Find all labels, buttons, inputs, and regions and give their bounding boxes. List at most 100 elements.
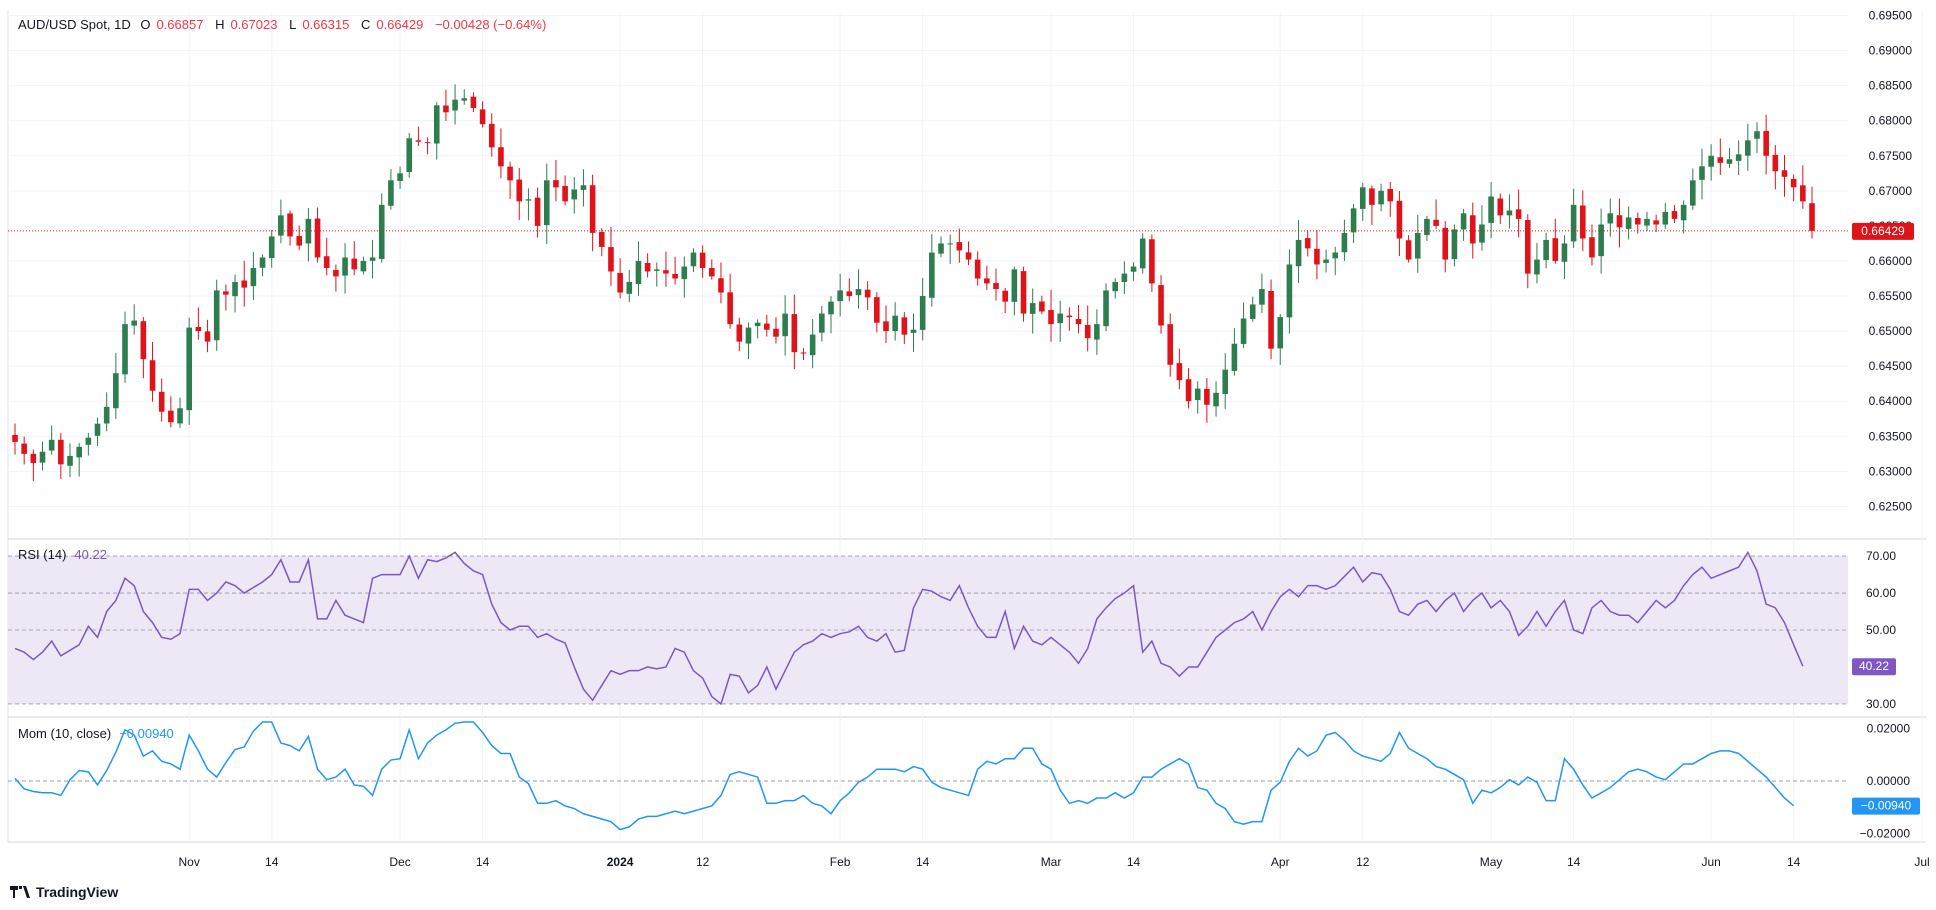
candle-body — [1717, 157, 1724, 163]
x-tick-label: Jul — [1914, 855, 1929, 869]
candle-body — [1414, 232, 1421, 259]
candle-body — [1506, 210, 1513, 216]
candle-body — [1598, 224, 1604, 257]
candle-body — [1625, 217, 1632, 229]
candle-body — [470, 96, 477, 109]
candle-body — [1781, 170, 1788, 177]
candle-body — [1057, 313, 1063, 324]
candle-body — [1405, 240, 1412, 260]
mom-legend-value: −0.00940 — [119, 726, 174, 741]
candle-body — [195, 326, 202, 332]
candle-body — [1314, 248, 1320, 265]
candle-body — [1561, 243, 1568, 262]
candle-body — [177, 408, 183, 424]
candle-body — [388, 180, 394, 206]
x-tick-label: 12 — [696, 855, 710, 869]
price-tick-label: 0.65500 — [1869, 289, 1913, 303]
candle-body — [342, 257, 348, 276]
candle-body — [232, 282, 238, 297]
candle-body — [1662, 211, 1669, 225]
candle-body — [1295, 239, 1302, 267]
candle-body — [1745, 140, 1751, 156]
candle-body — [296, 236, 303, 246]
price-tick-label: 0.63000 — [1869, 464, 1913, 478]
candle-body — [1754, 131, 1760, 139]
candle-body — [1185, 379, 1192, 402]
price-tick-label: 0.68000 — [1869, 114, 1913, 128]
symbol-title: AUD/USD Spot, 1D — [18, 17, 131, 32]
candle-body — [1158, 285, 1164, 326]
candle-body — [984, 278, 990, 284]
candle-body — [1103, 290, 1109, 327]
candle-body — [113, 373, 119, 409]
candle-body — [727, 292, 733, 325]
change-value: −0.00428 (−0.64%) — [434, 17, 547, 32]
rsi-tick-label: 60.00 — [1866, 586, 1896, 600]
candle-body — [1644, 218, 1650, 226]
x-tick-label: 14 — [1567, 855, 1581, 869]
x-tick-label: 14 — [476, 855, 490, 869]
candle-body — [1579, 205, 1586, 239]
candle-body — [1515, 209, 1522, 219]
candle-body — [67, 455, 73, 466]
mom-tick-label: 0.02000 — [1867, 722, 1911, 736]
candle-body — [1286, 264, 1293, 318]
candle-body — [892, 315, 898, 331]
candle-body — [1149, 239, 1155, 284]
mom-tick-label: −0.02000 — [1860, 826, 1911, 840]
candle-body — [1735, 154, 1742, 161]
candle-body — [1121, 273, 1128, 283]
rsi-tick-label: 70.00 — [1866, 549, 1896, 563]
candle-body — [287, 213, 293, 237]
candle-body — [1589, 237, 1595, 258]
x-tick-label: 2024 — [607, 855, 634, 869]
candle-body — [562, 185, 568, 202]
candle-body — [883, 321, 889, 332]
candle-body — [773, 328, 779, 337]
candle-body — [351, 258, 358, 270]
candle-body — [901, 317, 908, 335]
candle-body — [1075, 318, 1082, 325]
candle-body — [479, 109, 486, 125]
candle-body — [589, 185, 596, 233]
candle-body — [268, 236, 275, 259]
rsi-legend-value: 40.22 — [74, 547, 107, 562]
candle-body — [1066, 315, 1073, 318]
candle-body — [1424, 218, 1430, 235]
rsi-value-tag — [1852, 658, 1896, 676]
candle-body — [103, 406, 110, 424]
x-tick-label: Mar — [1041, 855, 1062, 869]
x-tick-label: 14 — [916, 855, 930, 869]
candle-body — [360, 260, 367, 272]
tradingview-icon — [10, 886, 30, 898]
candle-body — [663, 270, 669, 274]
candle-body — [1332, 252, 1339, 259]
candle-body — [1524, 220, 1531, 274]
candle-body — [314, 218, 321, 258]
candle-body — [1369, 188, 1375, 205]
x-tick-label: Apr — [1271, 855, 1290, 869]
tradingview-logo[interactable]: TradingView — [10, 884, 118, 900]
candle-body — [553, 180, 559, 188]
candle-body — [938, 243, 944, 254]
candle-body — [1387, 188, 1394, 202]
candle-body — [1176, 363, 1183, 381]
candle-body — [809, 334, 816, 356]
candle-body — [1552, 238, 1559, 261]
candle-body — [791, 314, 798, 353]
candle-body — [168, 410, 174, 423]
candle-body — [30, 453, 37, 463]
candle-body — [1359, 187, 1366, 209]
candle-body — [1094, 324, 1100, 340]
candle-body — [745, 327, 752, 344]
candle-body — [259, 257, 266, 268]
candle-body — [498, 147, 504, 167]
x-tick-label: Dec — [389, 855, 410, 869]
candle-body — [635, 260, 642, 285]
rsi-value-label: 40.22 — [1859, 659, 1889, 673]
candle-body — [21, 443, 27, 454]
candle-body — [1772, 154, 1779, 172]
chart-header: AUD/USD Spot, 1D O 0.66857 H 0.67023 L 0.66… — [18, 17, 554, 32]
candle-body — [1167, 324, 1174, 365]
